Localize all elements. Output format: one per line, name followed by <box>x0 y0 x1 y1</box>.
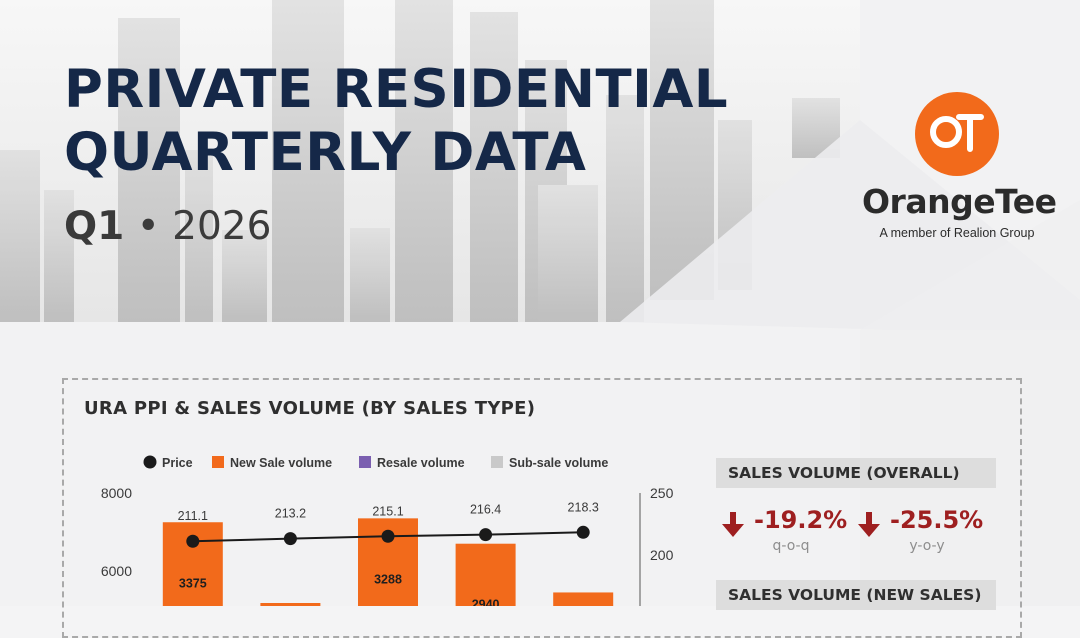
brand-logo: OrangeTee A member of Realion Group <box>862 92 1057 240</box>
bar-value-label: 2940 <box>472 598 500 606</box>
price-point <box>576 525 590 539</box>
legend-label: Sub-sale volume <box>509 456 608 470</box>
title-line-2: QUARTERLY DATA <box>64 122 587 183</box>
brand-name: OrangeTee <box>862 182 1057 221</box>
panel-title: URA PPI & SALES VOLUME (BY SALES TYPE) <box>84 398 536 419</box>
bar-value-label: 3375 <box>179 576 207 590</box>
legend-marker-1 <box>212 456 224 468</box>
price-value-label: 213.2 <box>275 507 306 521</box>
y-right-tick-label: 200 <box>650 547 674 563</box>
down-arrow-icon <box>858 512 880 537</box>
bar-new-sale <box>455 543 516 606</box>
legend-marker-2 <box>359 456 371 468</box>
ot-monogram-icon <box>930 114 984 152</box>
legend-marker-price <box>143 455 157 469</box>
bar-value-label: 3288 <box>374 572 402 586</box>
bar-new-sale <box>260 603 321 606</box>
logo-monogram-icon <box>915 92 999 176</box>
sales-volume-new-sales-heading: SALES VOLUME (NEW SALES) <box>716 580 996 610</box>
period-label: Q1 • 2026 <box>64 204 271 249</box>
brand-tagline: A member of Realion Group <box>879 226 1035 240</box>
price-value-label: 218.3 <box>568 500 599 514</box>
price-point <box>479 528 493 542</box>
y-left-tick-label: 8000 <box>101 485 132 501</box>
y-right-tick-label: 250 <box>650 485 674 501</box>
price-value-label: 211.1 <box>178 509 208 523</box>
qoq-label: q-o-q <box>772 538 810 554</box>
title-line-1: PRIVATE RESIDENTIAL <box>64 59 729 120</box>
quarter-label: Q1 <box>64 204 125 249</box>
legend-label: Resale volume <box>377 456 465 470</box>
legend-marker-3 <box>491 456 503 468</box>
yoy-label: y-o-y <box>909 538 945 554</box>
y-left-tick-label: 6000 <box>101 563 132 579</box>
legend-label: New Sale volume <box>230 456 332 470</box>
price-point <box>283 532 297 546</box>
legend-label: Price <box>162 456 193 470</box>
down-arrow-icon <box>722 512 744 537</box>
price-sales-chart: Price New Sale volume Resale volume Sub-sal… <box>101 455 674 606</box>
bar-new-sale <box>553 592 614 606</box>
yoy-value: -25.5% <box>890 506 984 534</box>
price-value-label: 215.1 <box>372 504 403 518</box>
year-label: 2026 <box>172 204 272 249</box>
qoq-value: -19.2% <box>754 506 848 534</box>
page-title: PRIVATE RESIDENTIAL QUARTERLY DATA <box>64 58 728 184</box>
period-separator: • <box>136 204 160 249</box>
price-point <box>381 529 395 543</box>
price-value-label: 216.4 <box>470 503 501 517</box>
price-point <box>186 534 200 548</box>
sales-volume-overall-heading: SALES VOLUME (OVERALL) <box>716 458 996 488</box>
skyline-buildings <box>0 0 840 322</box>
hero-background <box>0 0 860 322</box>
